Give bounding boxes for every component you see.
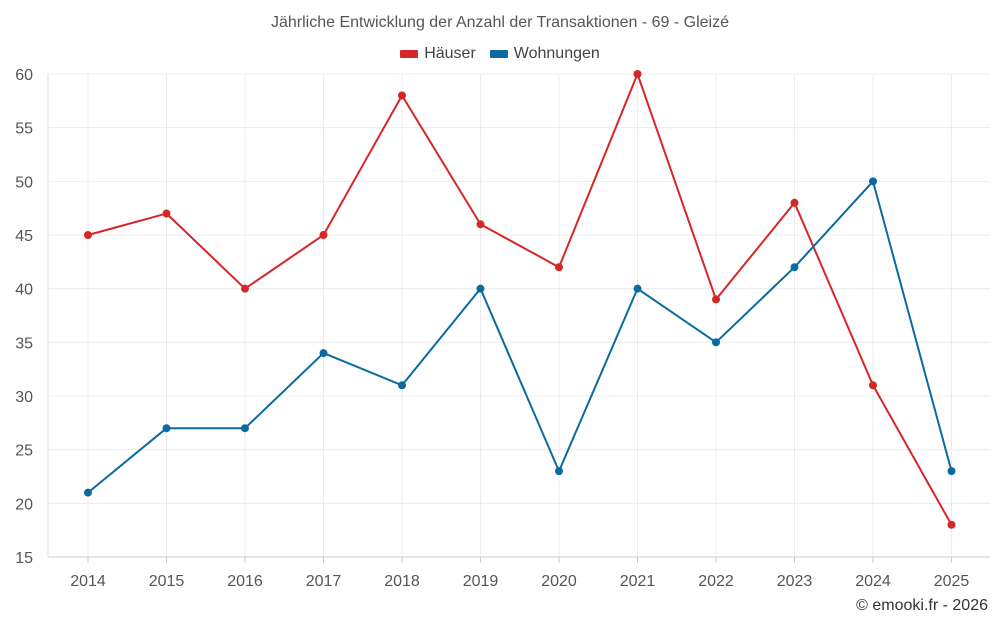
- series-wohnungen: [84, 177, 956, 497]
- grid-layer: [48, 73, 990, 558]
- data-point-wohnungen-2014: [84, 488, 92, 497]
- x-tick-label-2015: 2015: [149, 573, 185, 590]
- y-tick-label-60: 60: [15, 67, 33, 84]
- data-point-haeuser-2017: [319, 231, 328, 239]
- x-tick-label-2021: 2021: [620, 573, 656, 590]
- x-tick-label-2017: 2017: [306, 573, 342, 590]
- series-line-haeuser: [87, 73, 953, 526]
- data-point-haeuser-2018: [398, 91, 406, 100]
- x-tick-label-2020: 2020: [541, 573, 577, 590]
- legend-label-wohnungen: Wohnungen: [513, 45, 600, 62]
- data-point-haeuser-2019: [476, 220, 485, 229]
- series-line-wohnungen: [87, 180, 953, 494]
- x-tick-label-2014: 2014: [70, 573, 106, 590]
- data-point-wohnungen-2019: [476, 284, 485, 293]
- data-point-wohnungen-2016: [241, 424, 249, 433]
- data-point-wohnungen-2024: [869, 177, 877, 186]
- y-tick-label-40: 40: [15, 282, 33, 299]
- x-tick-label-2025: 2025: [934, 573, 970, 590]
- chart-title: Jährliche Entwicklung der Anzahl der Tra…: [270, 14, 729, 31]
- data-point-wohnungen-2018: [398, 381, 406, 390]
- data-point-wohnungen-2023: [790, 263, 799, 272]
- data-point-haeuser-2024: [869, 381, 877, 390]
- x-tick-label-2023: 2023: [777, 573, 813, 590]
- series-layer: [84, 70, 956, 529]
- data-point-haeuser-2021: [633, 70, 642, 78]
- data-point-wohnungen-2021: [633, 284, 642, 293]
- legend-swatch-haeuser: [400, 50, 419, 58]
- x-tick-label-2018: 2018: [384, 573, 420, 590]
- y-tick-label-15: 15: [15, 550, 33, 567]
- data-point-haeuser-2014: [84, 231, 92, 239]
- y-tick-label-35: 35: [15, 335, 33, 352]
- y-tick-label-20: 20: [15, 496, 33, 513]
- series-haeuser: [84, 70, 956, 529]
- legend-label-haeuser: Häuser: [424, 45, 476, 62]
- data-point-haeuser-2020: [555, 263, 563, 272]
- y-tick-label-50: 50: [15, 174, 33, 191]
- copyright-credit: © emooki.fr - 2026: [856, 597, 988, 614]
- x-tick-label-2016: 2016: [227, 573, 263, 590]
- data-point-wohnungen-2015: [162, 424, 171, 433]
- data-point-haeuser-2022: [712, 295, 720, 304]
- y-tick-label-25: 25: [15, 443, 33, 460]
- data-point-wohnungen-2017: [319, 349, 328, 358]
- x-tick-label-2019: 2019: [463, 573, 499, 590]
- legend: Häuser Wohnungen: [0, 45, 1000, 63]
- legend-item-wohnungen[interactable]: Wohnungen: [489, 45, 600, 63]
- legend-swatch-wohnungen: [489, 50, 508, 58]
- legend-item-haeuser[interactable]: Häuser: [400, 45, 476, 63]
- y-tick-label-30: 30: [15, 389, 33, 406]
- data-point-wohnungen-2022: [712, 338, 720, 347]
- y-tick-label-55: 55: [15, 121, 33, 138]
- x-tick-label-2024: 2024: [855, 573, 891, 590]
- y-tick-label-45: 45: [15, 228, 33, 245]
- x-tick-label-2022: 2022: [698, 573, 734, 590]
- data-point-haeuser-2023: [790, 198, 799, 207]
- data-point-haeuser-2016: [241, 284, 249, 293]
- data-point-wohnungen-2020: [555, 467, 563, 476]
- data-point-haeuser-2025: [947, 520, 956, 529]
- data-point-haeuser-2015: [162, 209, 171, 218]
- data-point-wohnungen-2025: [947, 467, 956, 476]
